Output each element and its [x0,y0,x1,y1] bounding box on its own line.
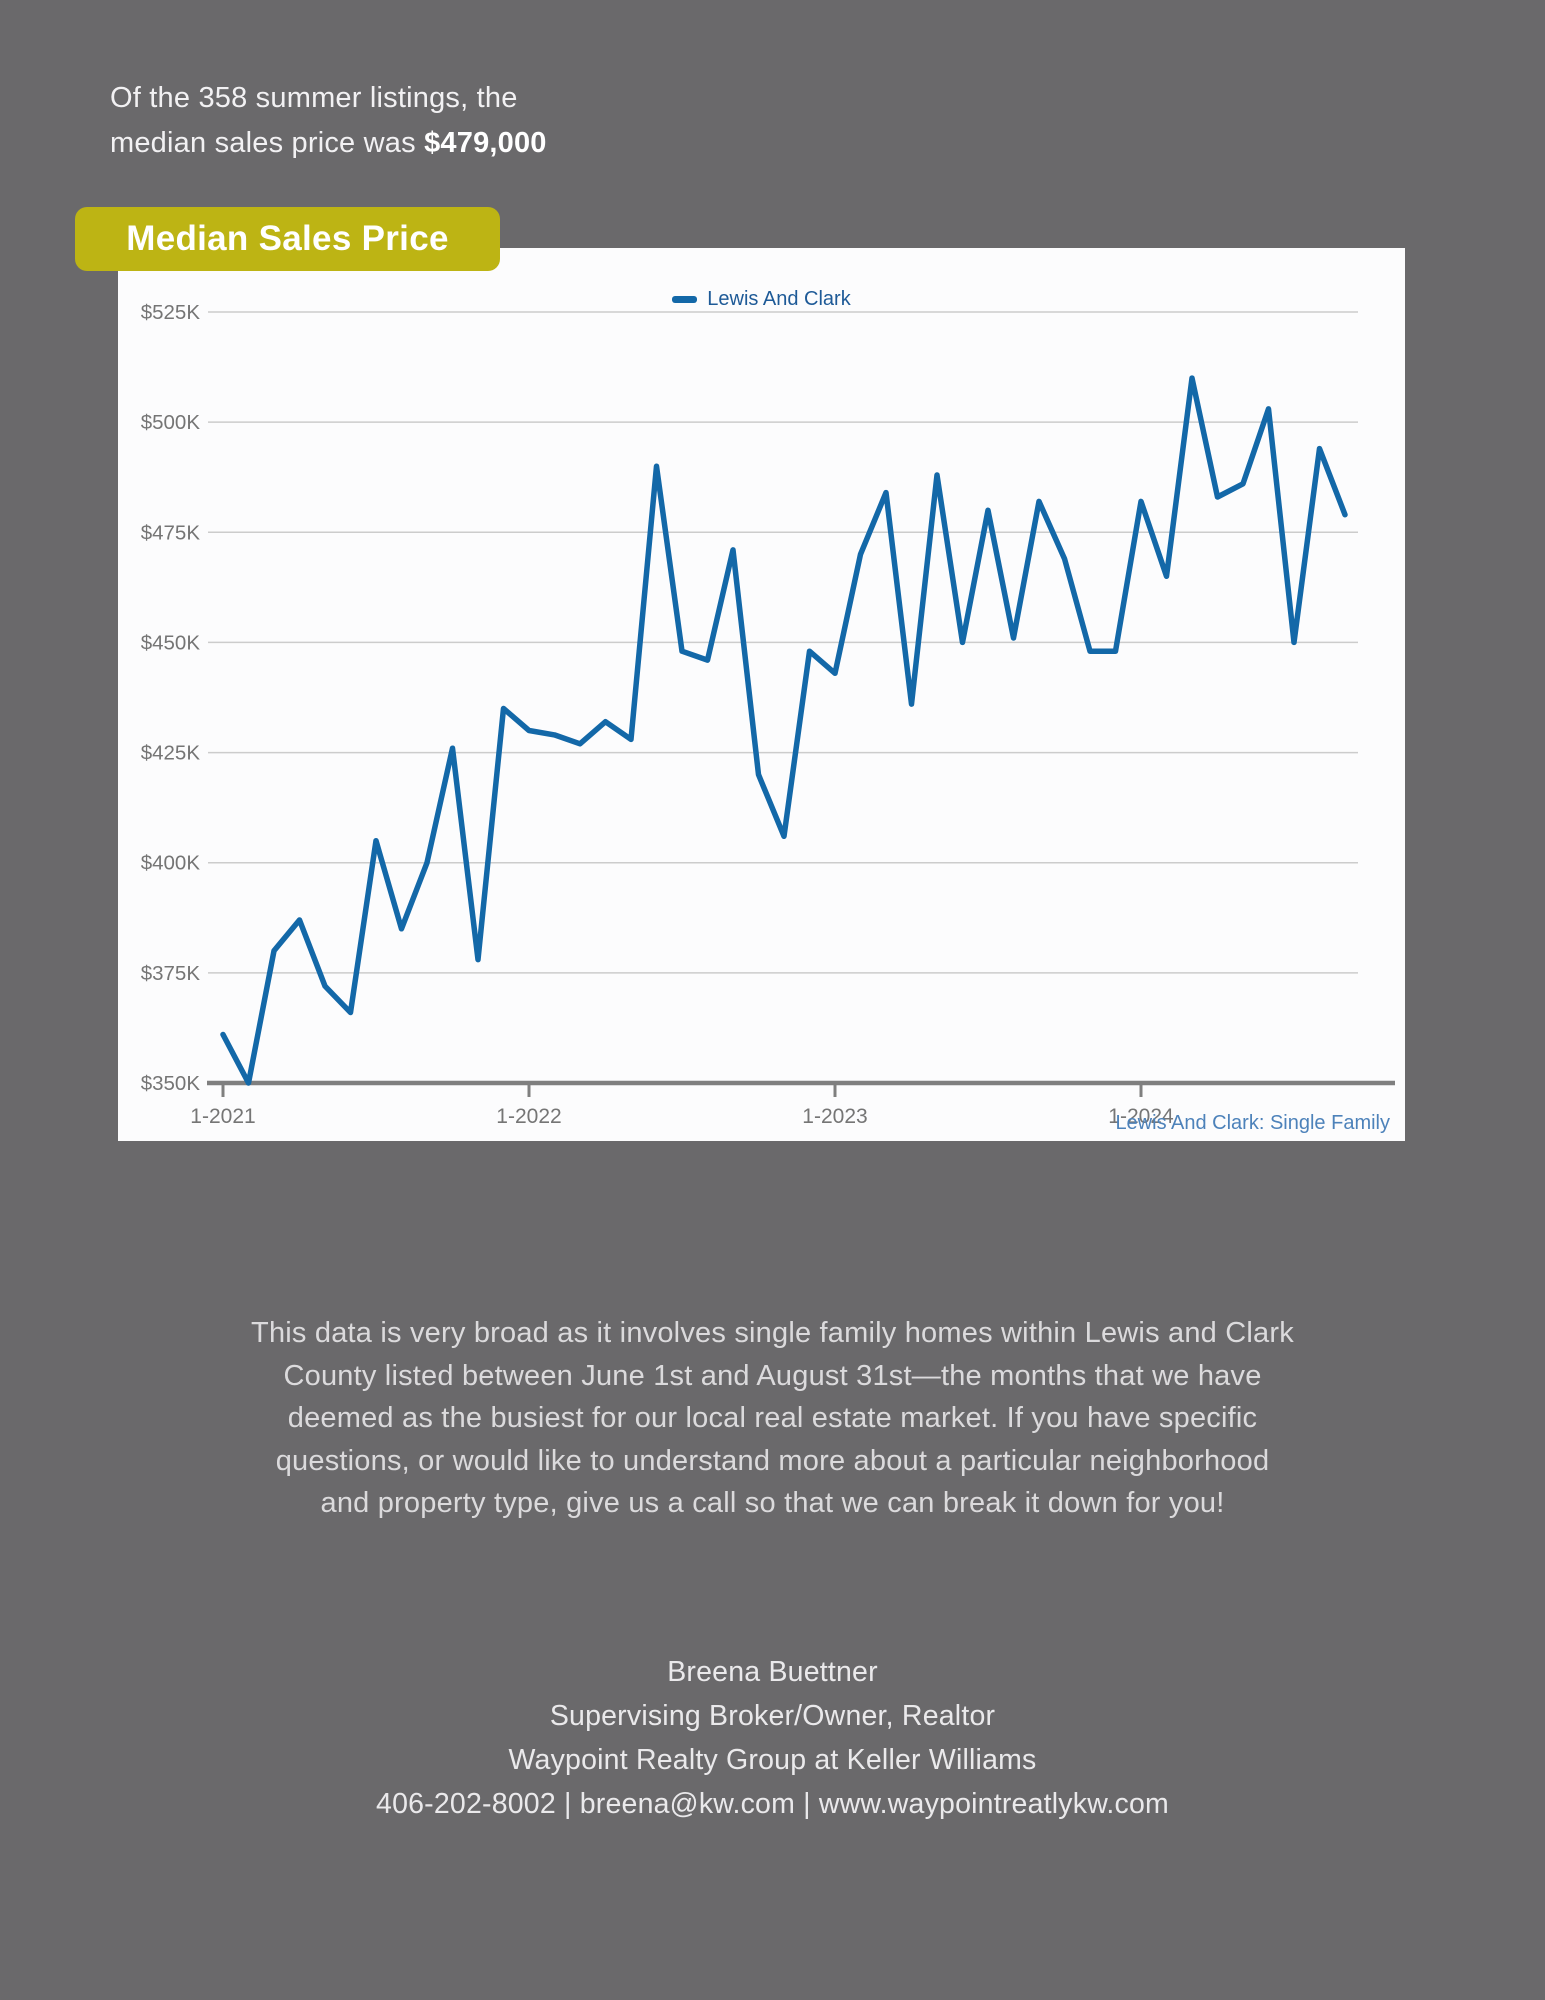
intro-text: Of the 358 summer listings, the median s… [110,76,547,166]
y-axis-tick-label: $525K [141,301,201,324]
y-axis-tick-label: $375K [141,962,201,985]
chart-card: Lewis And Clark $350K $375K $400K $425K $450… [118,248,1405,1141]
y-axis-tick-label: $400K [141,852,201,875]
y-axis-tick-label: $475K [141,521,201,544]
x-axis-tick-label: 1-2022 [496,1105,561,1128]
median-price-series-line [220,375,1348,1086]
y-axis-tick-label: $425K [141,742,201,765]
footer-agent-title: Supervising Broker/Owner, Realtor [549,1700,996,1732]
y-axis-tick-label: $450K [141,631,201,654]
chart-legend: Lewis And Clark [118,288,1405,311]
x-axis-tick-label: 1-2021 [190,1105,255,1128]
legend-line-marker [672,296,698,303]
y-axis-tick-label: $350K [141,1072,201,1095]
body-paragraph-line: deemed as the busiest for our local real… [287,1402,1258,1434]
legend-label: Lewis And Clark [707,288,851,310]
intro-line-1: Of the 358 summer listings, the [110,82,518,114]
body-paragraph-line: questions, or would like to understand m… [275,1444,1270,1477]
body-paragraph: This data is very broad as it involves s… [0,1312,1545,1525]
intro-line-2-prefix: median sales price was [110,127,425,159]
footer: Breena Buettner Supervising Broker/Owner… [0,1650,1545,1826]
body-paragraph-line: and property type, give us a call so tha… [320,1487,1225,1519]
body-paragraph-line: This data is very broad as it involves s… [251,1317,1294,1349]
x-axis-tick-label: 1-2024 [1108,1105,1174,1128]
body-paragraph-line: County listed between June 1st and Augus… [283,1359,1262,1392]
footer-contact: 406-202-8002 | breena@kw.com | www.waypo… [376,1788,1169,1820]
median-price-value: $479,000 [424,127,547,159]
y-axis-tick-label: $500K [141,411,201,434]
x-axis-tick-label: 1-2023 [802,1105,867,1128]
median-sales-price-line-chart: $350K $375K $400K $425K $450K $475K $500K $525K… [141,301,1395,1128]
footer-agent-name: Breena Buettner [667,1656,878,1688]
chart-caption: Lewis And Clark: Single Family [1115,1112,1390,1134]
section-badge-label: Median Sales Price [126,219,449,258]
section-badge: Median Sales Price [75,207,500,271]
footer-company: Waypoint Realty Group at Keller Williams [508,1744,1037,1776]
intro-line-2: median sales price was $479,000 [110,121,547,166]
